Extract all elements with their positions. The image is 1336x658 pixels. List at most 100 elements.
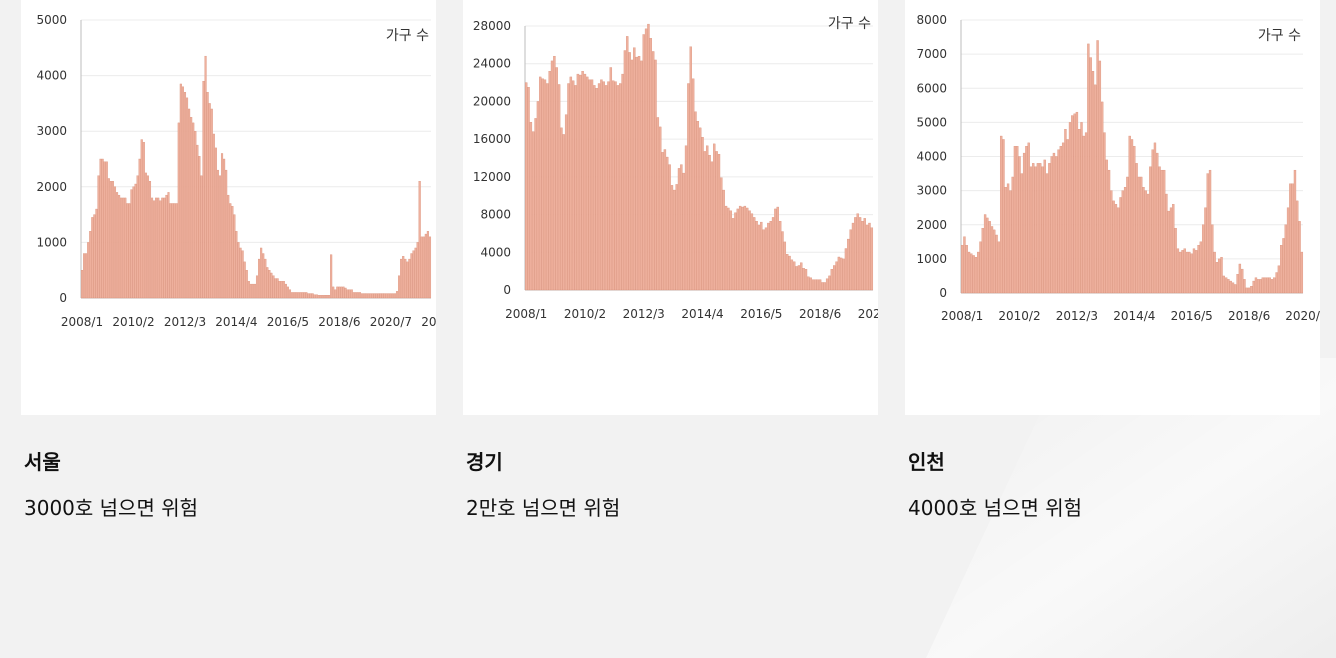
bar — [141, 140, 143, 298]
bar — [357, 292, 359, 298]
bar — [847, 239, 849, 290]
bar — [1282, 238, 1284, 293]
city-title: 서울 — [24, 446, 61, 475]
bar — [361, 294, 363, 298]
bar — [135, 184, 137, 298]
bar — [1230, 281, 1232, 293]
bar — [386, 294, 388, 298]
bar — [662, 152, 664, 290]
bar — [582, 71, 584, 290]
bar — [190, 117, 192, 298]
bar — [1062, 143, 1064, 293]
bar — [666, 157, 668, 290]
bar — [567, 84, 569, 290]
bar — [199, 156, 201, 298]
bar — [652, 51, 654, 290]
bar — [1154, 143, 1156, 293]
bar — [264, 259, 266, 298]
bar — [312, 294, 314, 298]
bar — [110, 181, 112, 298]
y-tick-label: 4000 — [36, 69, 67, 83]
bar — [650, 38, 652, 290]
bar — [1168, 211, 1170, 293]
bar — [1076, 112, 1078, 293]
bar — [1009, 191, 1011, 293]
bar — [1299, 221, 1301, 293]
bar — [993, 230, 995, 293]
bar — [617, 85, 619, 290]
bar — [525, 83, 527, 290]
bar — [1106, 160, 1108, 293]
bar — [638, 56, 640, 290]
x-tick-label: 2008/1 — [61, 315, 103, 329]
bar — [1067, 139, 1069, 293]
bar — [1028, 143, 1030, 293]
bar — [850, 230, 852, 290]
bar — [1223, 276, 1225, 293]
bar — [1165, 194, 1167, 293]
bar — [1278, 266, 1280, 293]
bar — [709, 155, 711, 290]
bar — [400, 259, 402, 298]
bar — [429, 237, 431, 298]
chart-panel: 0 1000 2000 3000 4000 5000 2008/1 2010/2 2012/3 2… — [21, 0, 436, 415]
bar — [532, 132, 534, 290]
bar — [749, 211, 751, 290]
y-tick-label: 0 — [503, 283, 511, 297]
bar — [1014, 146, 1016, 293]
bar — [1301, 252, 1303, 293]
bar — [537, 101, 539, 290]
bar — [334, 290, 336, 298]
bar — [180, 84, 182, 298]
bar — [281, 281, 283, 298]
bar — [215, 148, 217, 298]
bar — [205, 56, 207, 298]
bar — [129, 203, 131, 298]
bar — [182, 87, 184, 298]
bar — [781, 232, 783, 290]
bar — [1191, 254, 1193, 293]
bar — [1078, 129, 1080, 293]
bar — [157, 198, 159, 298]
bar — [814, 280, 816, 290]
x-tick-label: 2010/2 — [564, 307, 606, 321]
bar — [989, 221, 991, 293]
bar — [784, 242, 786, 290]
chart-card-incheon: 0 1000 2000 3000 4000 5000 6000 7000 8000 2008/1 2… — [905, 0, 1320, 415]
bar — [339, 287, 341, 298]
bar — [260, 248, 262, 298]
bar — [779, 221, 781, 290]
bar — [295, 292, 297, 298]
bar — [188, 109, 190, 298]
bar — [579, 75, 581, 290]
bar — [1030, 167, 1032, 293]
bar — [349, 290, 351, 298]
bar — [1005, 187, 1007, 293]
bar — [1074, 114, 1076, 293]
bar — [343, 287, 345, 298]
bar — [306, 292, 308, 298]
bar — [1016, 146, 1018, 293]
bar — [998, 242, 1000, 293]
bar — [388, 294, 390, 298]
bar — [756, 221, 758, 290]
bar — [530, 122, 532, 290]
x-tick-label: 2012/3 — [1056, 309, 1098, 323]
bar — [1087, 44, 1089, 293]
bar — [304, 292, 306, 298]
bar — [326, 295, 328, 298]
bar — [982, 228, 984, 293]
bar — [94, 215, 96, 298]
bar — [744, 206, 746, 290]
bar — [1289, 184, 1291, 293]
chart-panel: 0 1000 2000 3000 4000 5000 6000 7000 8000 2008/1 2… — [905, 0, 1320, 415]
bar — [600, 80, 602, 290]
bar — [269, 270, 271, 298]
x-tick-label: 2010/2 — [998, 309, 1040, 323]
bar — [277, 279, 279, 298]
bar — [1081, 122, 1083, 293]
bar — [970, 254, 972, 293]
bar — [137, 176, 139, 298]
bar — [108, 178, 110, 298]
bar — [285, 284, 287, 298]
